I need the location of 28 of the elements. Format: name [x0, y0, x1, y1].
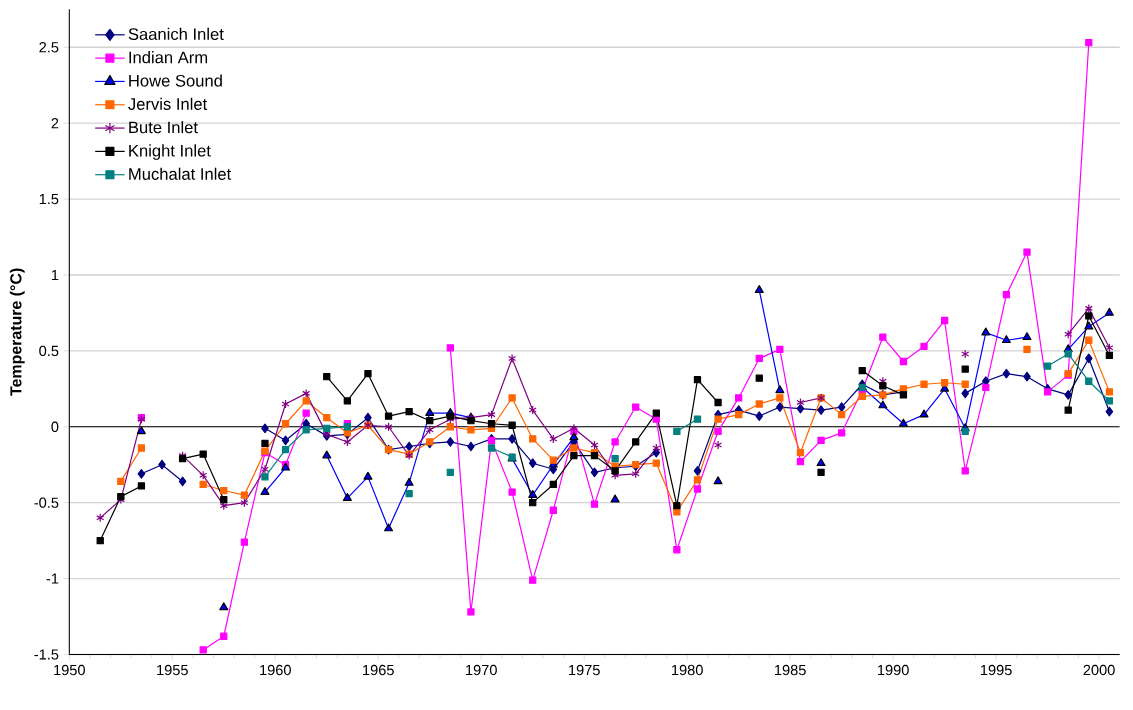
legend-label: Howe Sound — [129, 74, 222, 87]
x-tick-label: 1960 — [260, 664, 291, 675]
y-tick-label: -1.5 — [34, 649, 59, 660]
legend-label: Jervis Inlet — [128, 97, 208, 110]
y-tick-label: -1 — [46, 573, 59, 584]
y-tick-label: 2.5 — [39, 41, 59, 53]
x-tick-label: 1990 — [877, 664, 909, 675]
x-tick-label: 1970 — [466, 664, 497, 675]
y-tick-label: 2 — [51, 117, 59, 129]
x-tick-label: 1950 — [54, 664, 85, 675]
x-tick-label: 1980 — [672, 664, 703, 675]
x-tick-label: 1965 — [363, 664, 394, 675]
legend-label: Indian Arm — [129, 50, 208, 64]
legend-label: Bute Inlet — [129, 120, 198, 134]
x-tick-label: 1995 — [980, 664, 1012, 675]
x-tick-label: 1975 — [569, 664, 600, 675]
y-tick-label: 0 — [51, 421, 59, 432]
legend-label: Muchalat Inlet — [129, 167, 232, 180]
legend-label: Knight Inlet — [129, 144, 211, 160]
x-tick-label: 1985 — [775, 664, 806, 675]
legend-label: Saanich Inlet — [128, 27, 224, 40]
y-tick-label: 1.5 — [39, 193, 59, 204]
x-tick-label: 2000 — [1083, 664, 1115, 675]
x-tick-label: 1955 — [157, 664, 188, 675]
y-tick-label: 0.5 — [39, 345, 59, 356]
y-axis-title: Temperature (°C) — [9, 268, 25, 396]
y-tick-label: -0.5 — [34, 497, 59, 508]
y-tick-label: 1 — [51, 269, 59, 280]
